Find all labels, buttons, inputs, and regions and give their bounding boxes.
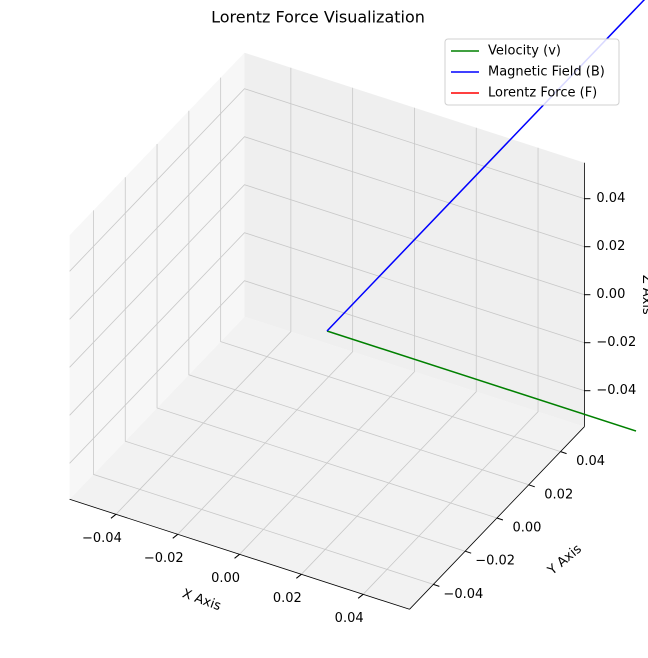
y-tick-label: −0.02 (475, 554, 515, 569)
grid-line (115, 67, 292, 515)
grid-line (156, 144, 498, 519)
z-tick-label: −0.04 (596, 383, 636, 398)
z-tick-label: −0.02 (596, 335, 636, 350)
z-tick-label: 0.00 (596, 287, 625, 302)
x-tick (172, 533, 179, 539)
z-tick-label: 0.04 (596, 191, 625, 206)
y-tick (528, 484, 535, 488)
legend: Velocity (v) Magnetic Field (B) Lorentz Fo… (444, 38, 620, 106)
y-axis-label: Y Axis (544, 542, 584, 579)
y-tick (464, 550, 472, 554)
z-tick-label: 0.02 (596, 239, 625, 254)
series-line (326, 330, 637, 432)
x-tick (234, 553, 240, 559)
x-tick-label: −0.02 (144, 551, 184, 566)
x-tick-label: −0.04 (82, 531, 122, 546)
legend-label: Velocity (v) (488, 44, 561, 59)
y-tick-label: −0.04 (443, 587, 483, 602)
y-tick (433, 583, 440, 587)
grid-line (188, 110, 529, 486)
grid-line (69, 88, 585, 272)
grid-line (220, 77, 561, 452)
x-tick-label: 0.02 (273, 591, 302, 606)
grid-line (301, 127, 477, 575)
grid-line (362, 147, 539, 595)
grid-line (69, 184, 585, 368)
y-axis-line (409, 426, 585, 610)
x-tick (110, 513, 117, 519)
grid-line (177, 87, 354, 535)
legend-box (444, 38, 620, 106)
y-tick-label: 0.00 (512, 521, 541, 536)
grid-line (69, 280, 585, 464)
legend-label: Lorentz Force (F) (488, 86, 597, 101)
x-tick-label: 0.04 (335, 611, 364, 626)
grid-line (93, 210, 434, 585)
x-tick-label: 0.00 (211, 571, 240, 586)
z-axis-label: Z Axis (639, 275, 648, 315)
y-tick (560, 451, 567, 455)
chart-title: Lorentz Force Visualization (211, 8, 425, 27)
x-axis-line (69, 498, 410, 610)
x-axis-label: X Axis (180, 586, 223, 614)
y-tick-label: 0.02 (544, 487, 573, 502)
grid-line (239, 107, 415, 555)
grid-line (69, 232, 585, 416)
grid-line (124, 177, 466, 552)
x-tick (296, 573, 302, 579)
x-tick (357, 593, 364, 599)
legend-label: Magnetic Field (B) (488, 65, 605, 80)
y-tick-label: 0.04 (576, 454, 605, 469)
grid-line (69, 136, 585, 320)
y-tick (496, 517, 504, 521)
